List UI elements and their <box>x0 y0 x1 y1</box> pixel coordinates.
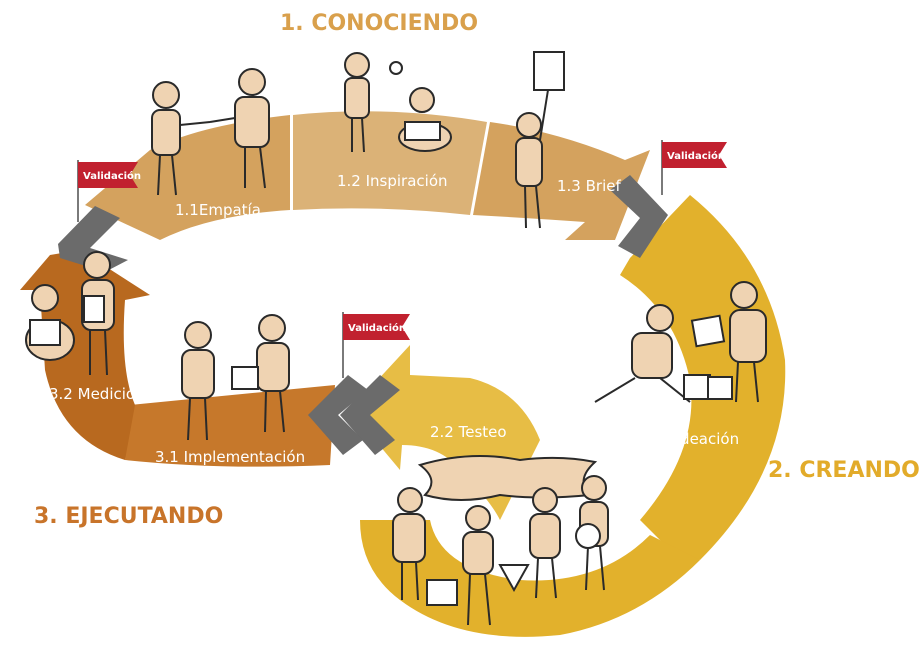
step-label-ideacion: 2.1 Ideación <box>647 430 739 448</box>
chevron-2-icon <box>610 175 668 258</box>
clipboard-person-icon <box>515 51 565 229</box>
measurement-people-icon <box>25 251 115 376</box>
segment-implementacion <box>125 385 335 467</box>
implementation-people-icon <box>181 314 290 441</box>
step-label-empatia: 1.1Empatía <box>175 201 261 219</box>
step-label-inspiracion: 1.2 Inspiración <box>337 172 448 190</box>
people-illustration <box>25 51 767 626</box>
phase-title-ejecutando: 3. EJECUTANDO <box>34 504 223 529</box>
validation-flag-1: Validación <box>77 160 141 222</box>
research-people-icon <box>344 52 452 153</box>
flag-label: Validación <box>348 322 406 334</box>
flag-label: Validación <box>83 170 141 182</box>
phase-title-creando: 2. CREANDO <box>768 458 920 483</box>
flag-label: Validación <box>667 150 725 162</box>
ideation-people-icon <box>594 281 767 403</box>
validation-flag-3: Validación <box>342 312 410 378</box>
step-label-testeo: 2.2 Testeo <box>430 423 507 441</box>
step-label-medicion: 3.2 Medición <box>49 385 145 403</box>
chevron-1-icon <box>58 206 128 272</box>
validation-flag-2: Validación <box>661 140 727 195</box>
step-label-implementacion: 3.1 Implementación <box>155 448 305 466</box>
chevron-3-icon <box>308 375 400 455</box>
segment-inspiracion <box>293 111 487 215</box>
handshake-people-icon <box>151 68 270 196</box>
step-label-brief: 1.3 Brief <box>557 177 621 195</box>
segment-loop-bottom <box>360 520 700 637</box>
phase-2-band <box>350 195 786 637</box>
testing-group-icon <box>392 455 609 626</box>
phase-title-conociendo: 1. CONOCIENDO <box>280 11 478 36</box>
